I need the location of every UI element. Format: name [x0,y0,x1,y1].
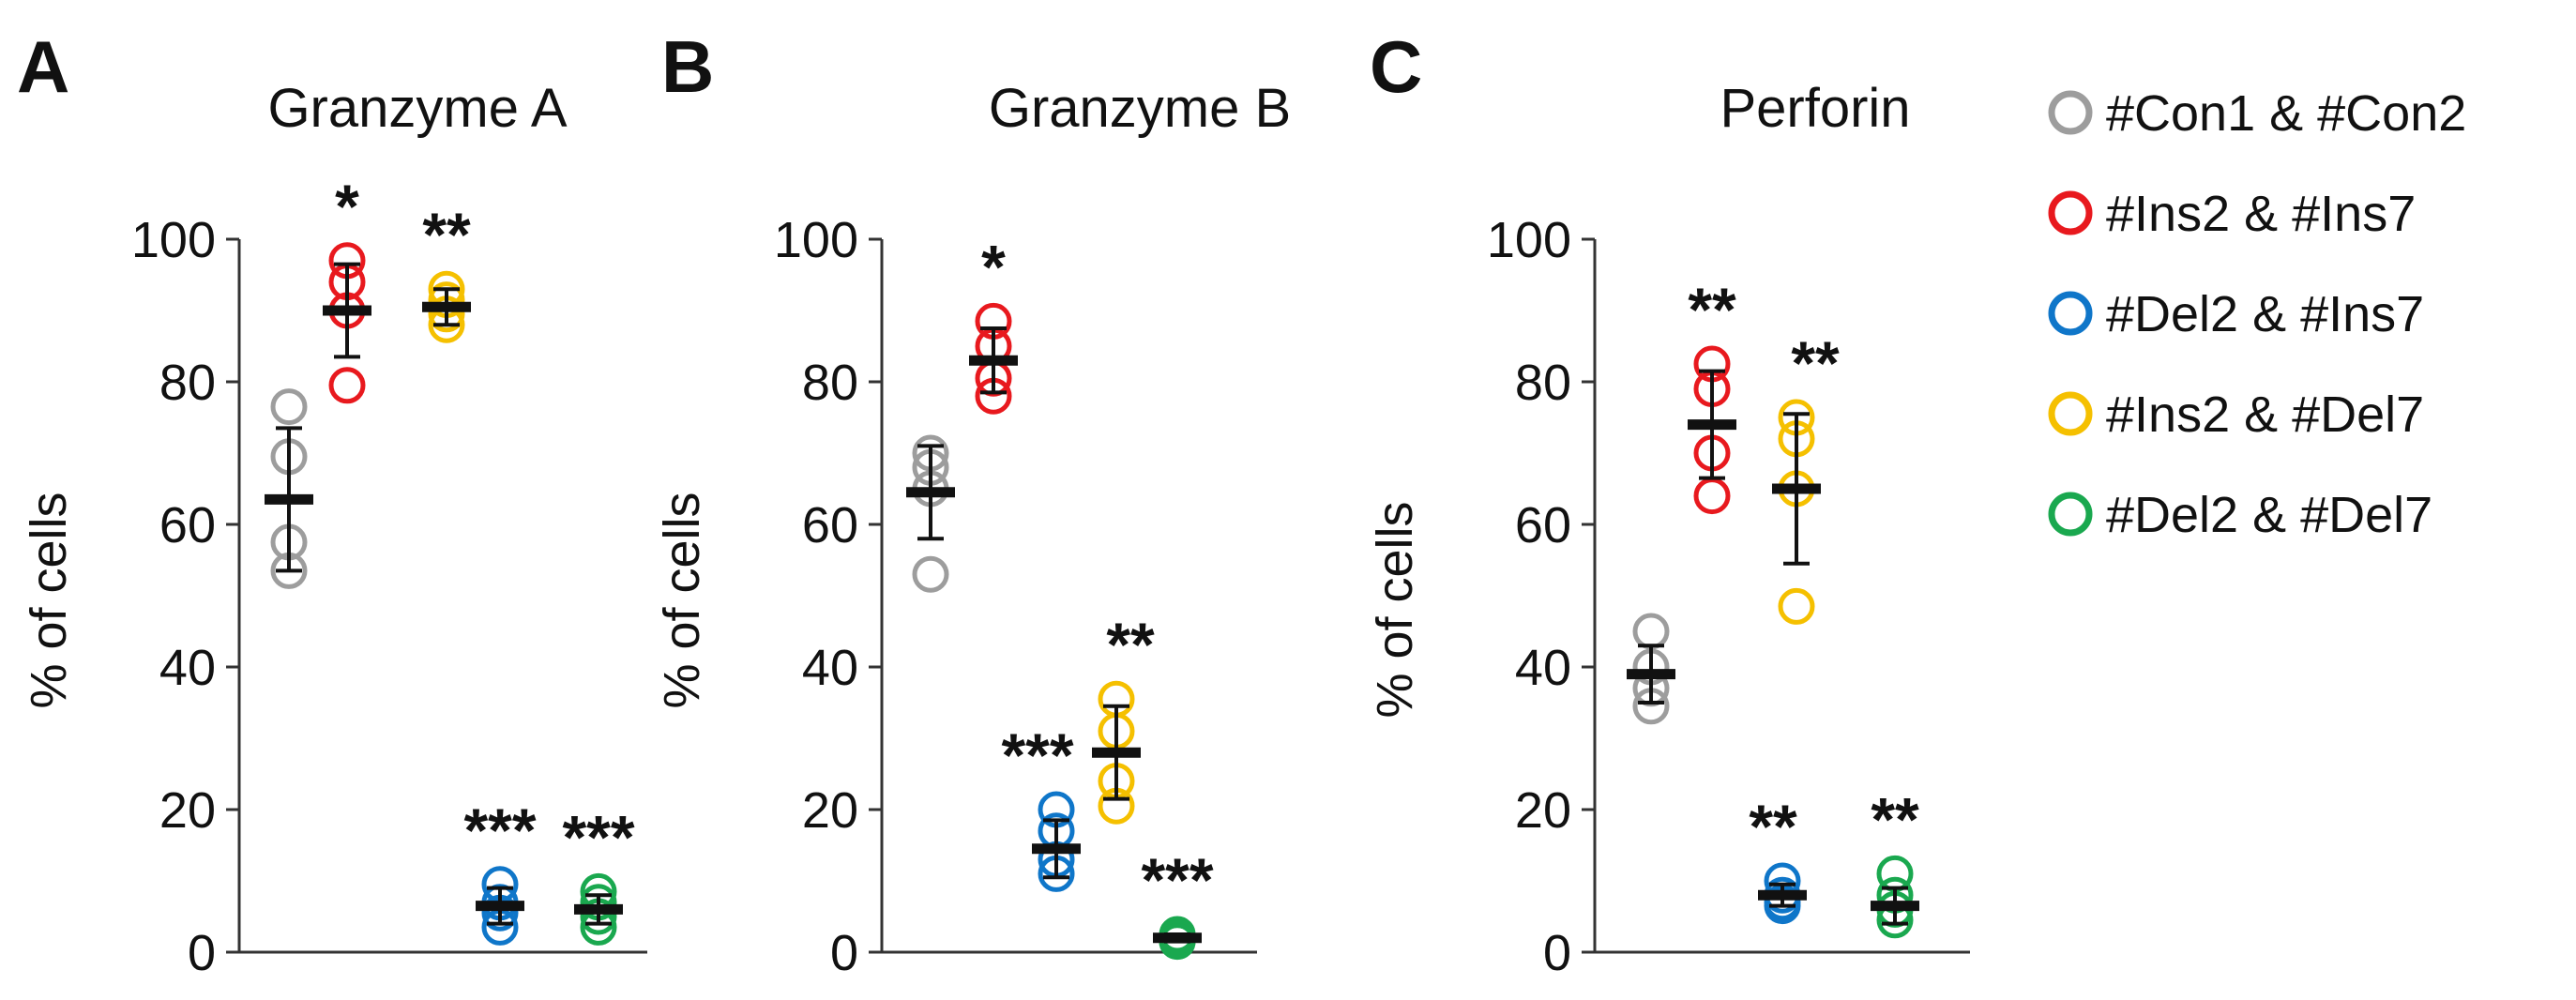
series-3: *** [1001,720,1081,892]
data-point [1632,613,1670,650]
series-1 [265,388,313,589]
chart-title: Granzyme B [989,78,1291,139]
series-5: *** [562,802,635,946]
data-point [912,555,949,593]
significance-marker: ** [1749,792,1797,861]
legend-item: #Ins2 & #Ins7 [2048,186,2416,242]
y-tick-label: 60 [159,497,216,553]
series-2: * [323,172,371,404]
legend-item: #Del2 & #Ins7 [2048,286,2424,342]
data-point [328,367,366,404]
y-tick-label: 40 [802,640,858,696]
legend-label: #Con1 & #Con2 [2106,85,2466,142]
legend-marker [2048,291,2093,336]
y-tick-label: 60 [1515,497,1571,553]
series-4: *** [463,795,537,946]
legend-item: #Ins2 & #Del7 [2048,386,2424,443]
y-tick-label: 0 [830,925,858,981]
significance-marker: *** [463,795,536,865]
y-tick-label: 60 [802,497,858,553]
legend-marker [2048,90,2093,135]
y-tick-label: 100 [1487,212,1571,268]
significance-marker: *** [1141,845,1213,915]
panel-c: C Perforin % of cells 0 20 40 60 80 100 ** ** ** ** [1367,25,1970,981]
chart-title: Granzyme A [267,78,567,139]
significance-marker: * [335,172,359,241]
series-1 [1627,613,1675,725]
series-5: *** [1141,845,1214,961]
y-axis-label: % of cells [1367,501,1423,718]
legend-item: #Con1 & #Con2 [2048,85,2466,142]
significance-marker: ** [1791,328,1840,398]
y-axis-label: % of cells [21,492,77,708]
significance-marker: ** [1106,610,1155,679]
series-1 [906,434,955,593]
y-tick-label: 80 [1515,355,1571,411]
legend-label: #Ins2 & #Del7 [2106,386,2424,443]
y-tick-label: 80 [159,355,216,411]
legend-marker [2048,391,2093,436]
y-tick-label: 100 [131,212,216,268]
series-4: ** [1092,610,1155,825]
legend-label: #Del2 & #Ins7 [2106,286,2424,342]
significance-marker: ** [1871,784,1919,854]
significance-marker: *** [562,802,634,871]
legend-marker [2048,190,2093,235]
legend-marker [2048,492,2093,537]
y-tick-label: 20 [159,782,216,839]
y-tick-label: 80 [802,355,858,411]
series-4: ** [1749,792,1807,925]
significance-marker: ** [422,200,471,269]
series-2: ** [1688,275,1736,515]
series-2: * [969,232,1018,415]
data-point [270,388,308,426]
y-tick-label: 100 [774,212,858,268]
series-5: ** [1871,784,1919,939]
significance-marker: *** [1001,720,1073,790]
legend: #Con1 & #Con2 #Ins2 & #Ins7 #Del2 & #Ins7 #… [2048,85,2466,543]
y-tick-label: 20 [802,782,858,839]
panel-label: C [1370,25,1422,108]
legend-label: #Ins2 & #Ins7 [2106,186,2416,242]
y-tick-label: 40 [159,640,216,696]
significance-marker: * [981,232,1006,301]
data-point [1693,477,1731,515]
chart-title: Perforin [1720,78,1910,139]
y-tick-label: 40 [1515,640,1571,696]
series-3: ** [422,200,471,343]
y-axis-label: % of cells [654,492,710,708]
y-tick-label: 0 [188,925,216,981]
significance-marker: ** [1688,275,1736,344]
y-tick-label: 0 [1543,925,1571,981]
panel-label: A [17,25,69,108]
legend-label: #Del2 & #Del7 [2106,487,2432,543]
legend-item: #Del2 & #Del7 [2048,487,2432,543]
y-tick-label: 20 [1515,782,1571,839]
series-3: ** [1772,328,1840,625]
panel-label: B [661,25,714,108]
data-point [1778,587,1815,625]
